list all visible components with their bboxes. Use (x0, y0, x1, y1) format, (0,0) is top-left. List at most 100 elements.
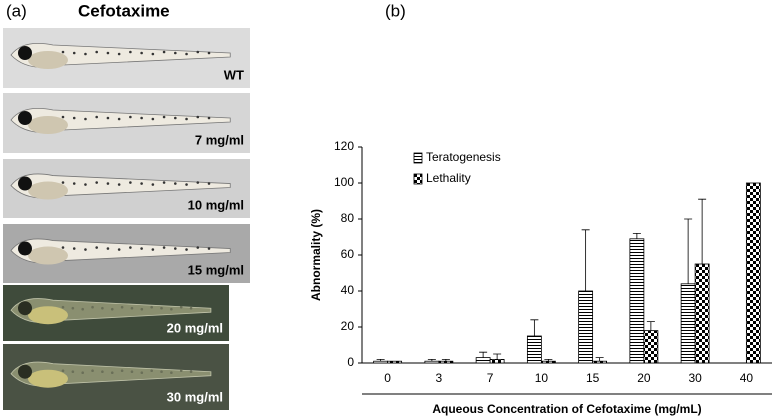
pigment (189, 306, 193, 310)
error-bar (698, 198, 707, 264)
bar (629, 238, 645, 364)
pigment (61, 305, 65, 309)
x-axis-label: Aqueous Concentration of Cefotaxime (mg/… (432, 402, 701, 416)
pigment (189, 370, 193, 374)
eye (18, 301, 32, 316)
pigment (196, 181, 200, 184)
error-bar (441, 359, 450, 362)
photo-label: 7 mg/ml (195, 132, 244, 147)
bar (745, 182, 761, 364)
pigment (185, 248, 188, 251)
pigment (140, 371, 144, 375)
pigment (140, 182, 143, 185)
pigment (95, 115, 98, 119)
pigment (196, 115, 200, 119)
pigment (117, 248, 121, 251)
eye (18, 364, 32, 379)
pigment (101, 306, 104, 310)
pigment (72, 247, 76, 250)
photo-label: 20 mg/ml (167, 320, 223, 335)
pigment (120, 369, 124, 373)
pigment (81, 307, 85, 311)
x-tick-label: 10 (535, 371, 549, 385)
photo-label: 15 mg/ml (188, 262, 244, 277)
pigment (101, 370, 104, 374)
pigment (61, 369, 65, 373)
pigment (95, 50, 98, 54)
x-tick-label: 3 (436, 371, 443, 385)
pigment (160, 306, 163, 310)
pigment (151, 183, 155, 186)
error-bar (595, 357, 604, 362)
eye (18, 241, 32, 256)
y-tick-label: 120 (334, 139, 354, 153)
pigment (207, 116, 211, 120)
yolk (28, 306, 68, 325)
photo-label: WT (224, 67, 244, 82)
bar (643, 330, 659, 364)
pigment (162, 115, 166, 119)
x-tick-label: 40 (740, 371, 754, 385)
pigment (207, 51, 211, 55)
pigment (120, 305, 124, 309)
panel-label: (a) (6, 1, 27, 20)
pigment (61, 181, 65, 184)
pigment (61, 246, 65, 249)
pigment (151, 248, 155, 251)
pigment (84, 183, 87, 186)
y-tick-label: 20 (341, 319, 355, 333)
error-bar (530, 319, 539, 336)
bar (694, 263, 710, 364)
pigment (162, 50, 166, 54)
pigment (106, 116, 110, 120)
legend-swatch (413, 173, 423, 185)
pigment (61, 115, 65, 119)
bar (475, 357, 491, 364)
x-tick-label: 7 (487, 371, 494, 385)
bar (540, 360, 556, 364)
pigment (110, 371, 114, 375)
pigment (185, 52, 188, 56)
pigment (129, 115, 132, 119)
bar (387, 360, 403, 364)
pigment (71, 370, 75, 374)
legend-swatch (413, 152, 423, 164)
pigment (129, 181, 132, 184)
eye (18, 111, 32, 125)
pigment (140, 51, 143, 55)
photo-panel: WT 7 mg/ml 10 mg/ml 15 mg/ml 20 mg/ml 30 mg/m… (3, 28, 250, 410)
pigment (151, 117, 155, 121)
bar (578, 290, 594, 364)
pigment (140, 307, 144, 311)
yolk (28, 246, 68, 265)
pigment (174, 51, 177, 55)
bar (489, 358, 505, 364)
x-tick-label: 0 (384, 371, 391, 385)
pigment (162, 181, 166, 184)
pigment (106, 247, 110, 250)
error-bar (493, 353, 502, 360)
pigment (84, 52, 87, 56)
panel-title: Cefotaxime (78, 1, 170, 20)
pigment (129, 246, 132, 249)
y-tick-label: 80 (341, 211, 355, 225)
pigment (150, 369, 153, 373)
photo-label: 10 mg/ml (188, 197, 244, 212)
error-bar (479, 351, 488, 358)
pigment (207, 182, 211, 185)
pigment (95, 246, 98, 249)
pigment (196, 246, 200, 249)
pigment (162, 246, 166, 249)
yolk (28, 181, 68, 200)
pigment (130, 306, 134, 310)
pigment (72, 182, 76, 185)
pigment (174, 247, 177, 250)
pigment (72, 116, 76, 120)
pigment (140, 116, 143, 120)
bar (526, 335, 542, 364)
pigment (84, 117, 87, 121)
x-tick-label: 15 (586, 371, 600, 385)
bar (680, 283, 696, 364)
